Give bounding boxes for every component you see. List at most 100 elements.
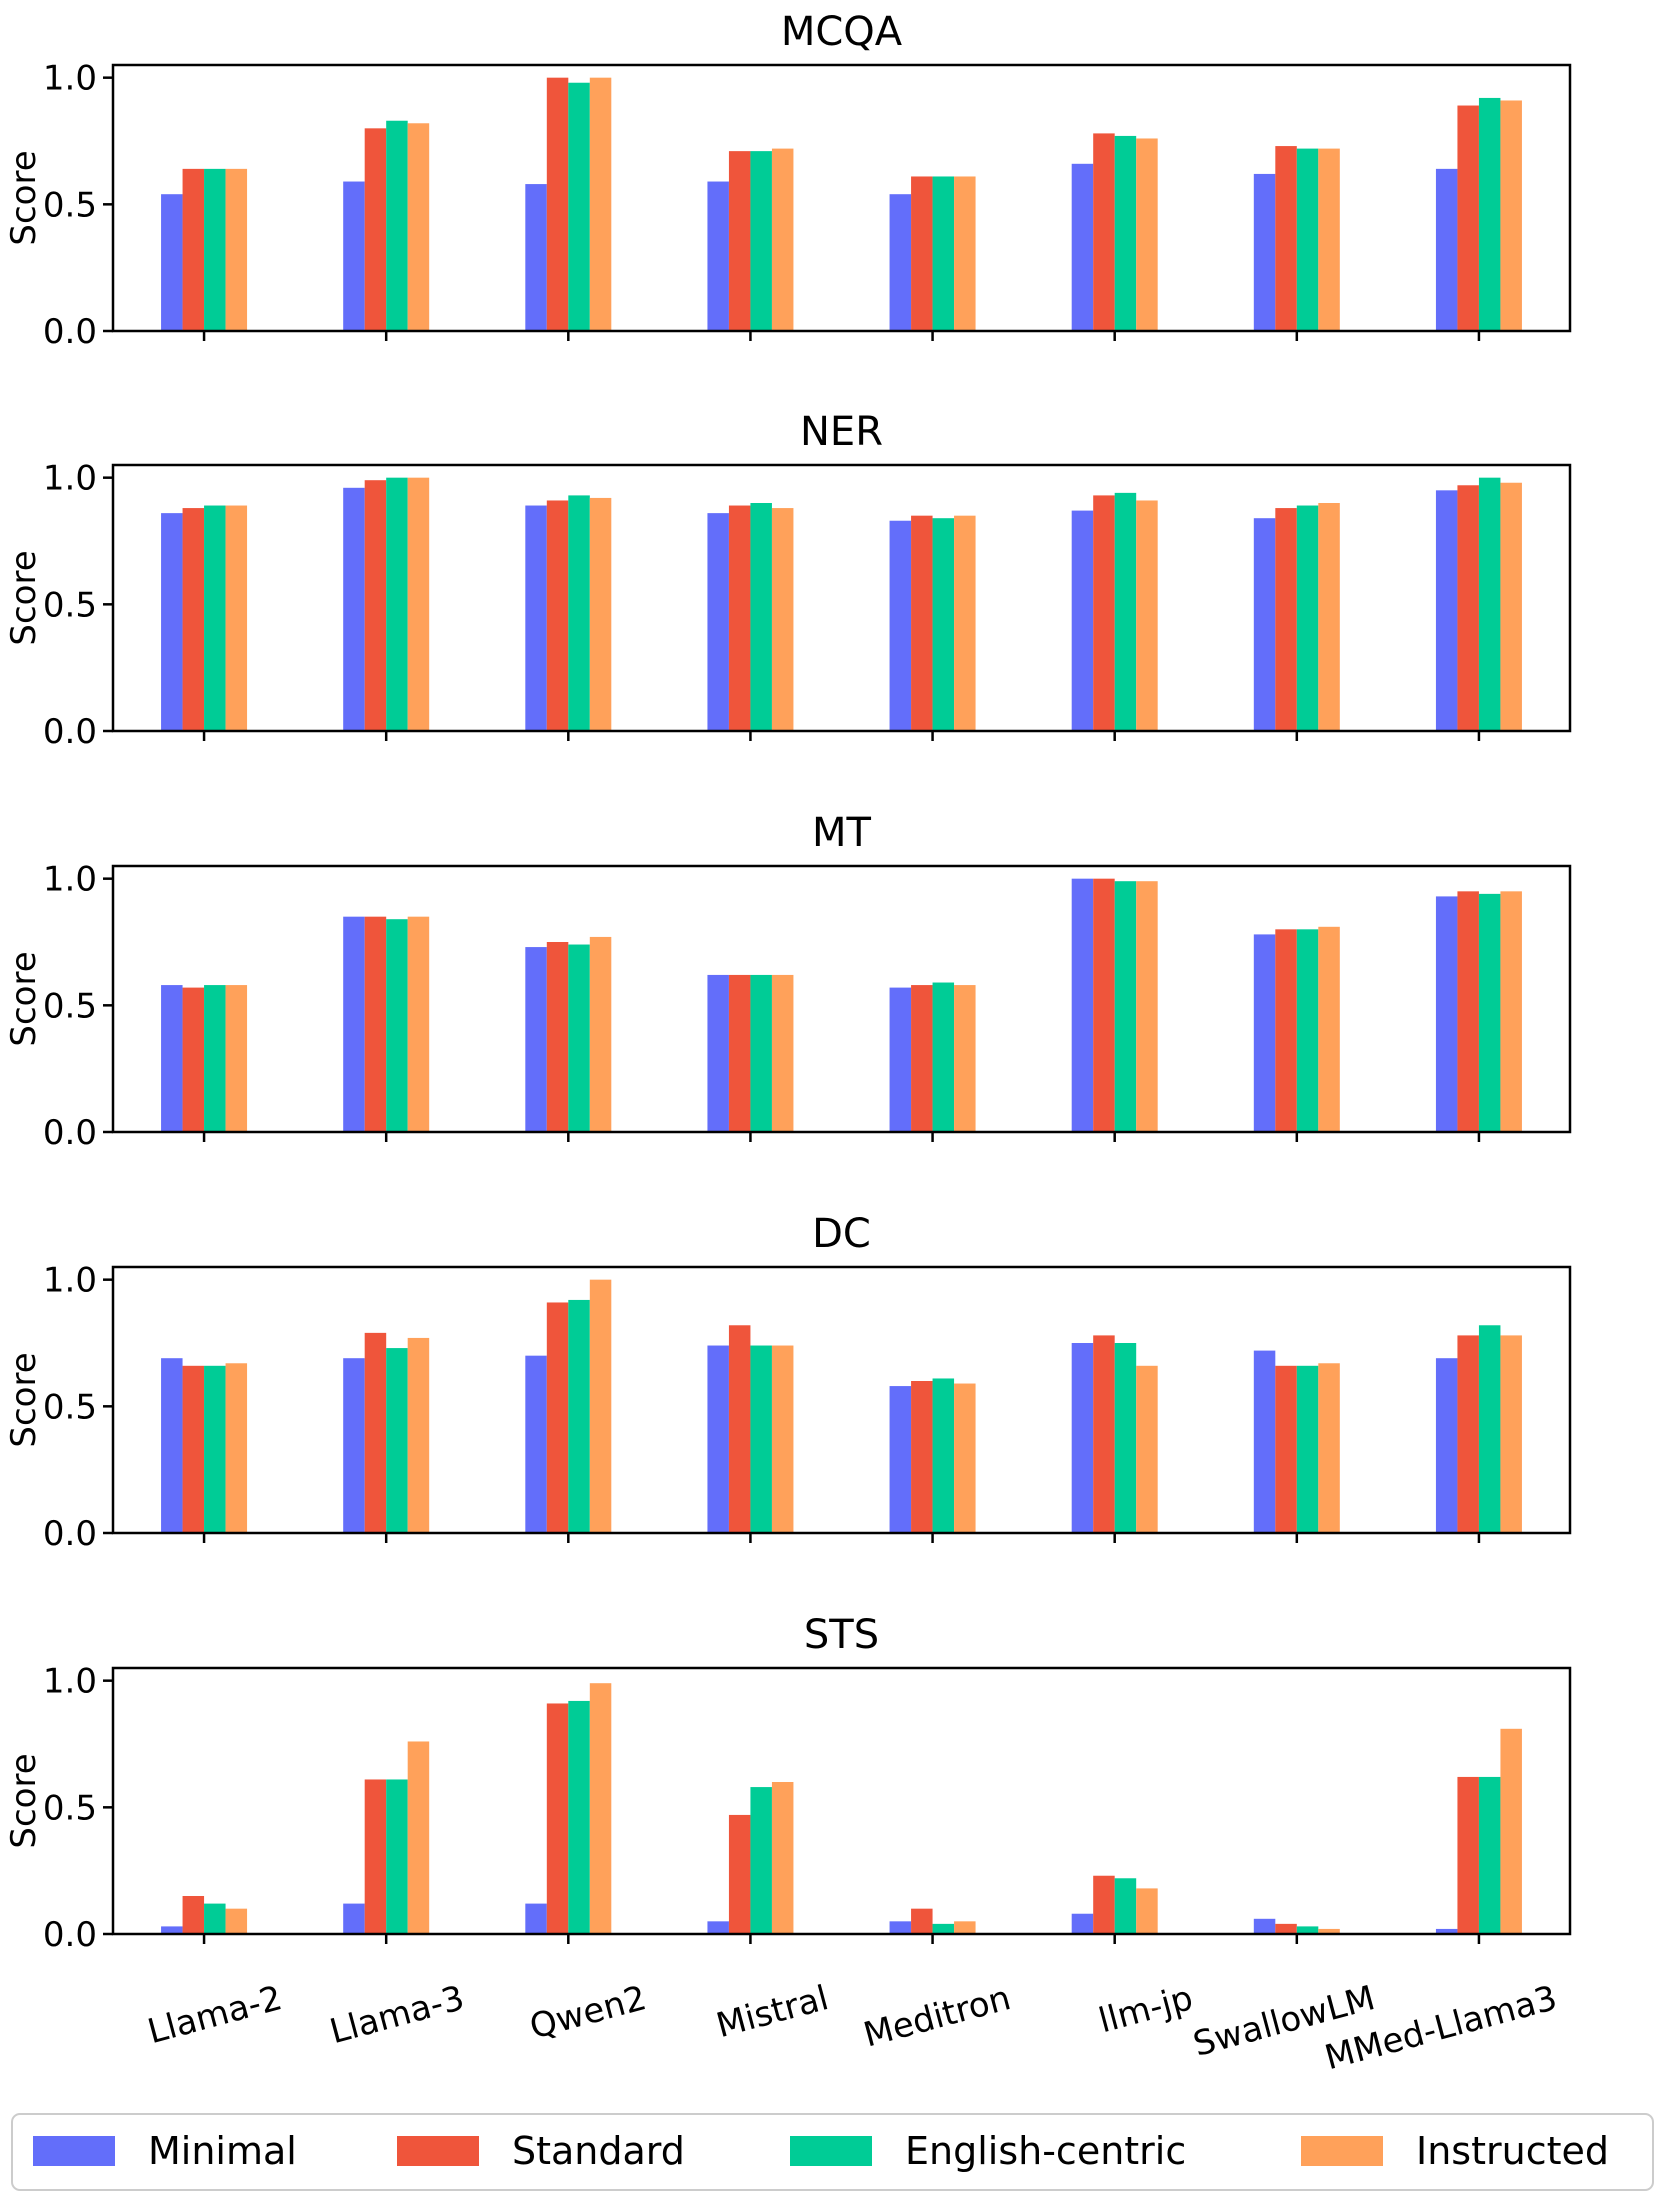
bar-mcqa-llama-2-instructed <box>225 168 248 331</box>
panel-sts: STS 0.0 0.5 1.0 Score <box>4 1612 1572 1955</box>
bar-dc-llama-3-instructed <box>407 1337 430 1533</box>
panel-dc: DC 0.0 0.5 1.0 Score <box>4 1211 1572 1554</box>
bar-dc-qwen2-minimal <box>525 1355 547 1533</box>
bar-mt-meditron-english-centric <box>932 982 955 1132</box>
bar-mcqa-llama-3-standard <box>364 128 387 331</box>
y-axis-label: Score <box>4 1352 44 1447</box>
bar-ner-meditron-instructed <box>954 515 976 731</box>
bar-dc-llama-2-minimal <box>161 1358 183 1533</box>
panel-mcqa: MCQA 0.0 0.5 1.0 Score <box>4 9 1572 352</box>
bar-mt-llama-2-instructed <box>225 985 248 1132</box>
bar-ner-llm-jp-minimal <box>1071 510 1094 731</box>
bar-mt-mmed-llama3-instructed <box>1500 891 1522 1132</box>
x-tick-label-llama-3: Llama-3 <box>326 1978 469 2052</box>
bar-mcqa-mistral-english-centric <box>750 151 772 331</box>
bar-dc-meditron-instructed <box>954 1383 976 1533</box>
bar-sts-meditron-instructed <box>954 1921 976 1934</box>
bar-sts-llama-3-instructed <box>407 1741 430 1934</box>
bar-sts-qwen2-minimal <box>525 1903 547 1934</box>
bar-dc-llm-jp-minimal <box>1071 1343 1094 1533</box>
bar-mt-qwen2-standard <box>546 942 569 1132</box>
bar-mcqa-llama-2-minimal <box>161 194 183 331</box>
y-axis-label: Score <box>4 951 44 1046</box>
bar-mcqa-llama-3-minimal <box>343 181 365 331</box>
bar-mcqa-mmed-llama3-instructed <box>1500 100 1522 331</box>
bar-dc-mistral-standard <box>728 1325 751 1533</box>
bar-ner-swallowlm-instructed <box>1318 503 1340 731</box>
bar-ner-meditron-standard <box>911 515 933 731</box>
bar-sts-llama-2-minimal <box>161 1926 183 1934</box>
bar-mcqa-qwen2-english-centric <box>568 82 590 331</box>
bar-ner-llama-3-instructed <box>407 477 430 731</box>
bar-sts-llm-jp-instructed <box>1136 1888 1158 1934</box>
bar-mcqa-llama-2-english-centric <box>204 168 226 331</box>
bar-mt-mistral-standard <box>728 974 751 1132</box>
bar-ner-llama-2-instructed <box>225 505 248 731</box>
x-tick-label-mistral: Mistral <box>712 1978 833 2046</box>
bar-dc-swallowlm-minimal <box>1253 1350 1276 1533</box>
bar-ner-swallowlm-english-centric <box>1296 505 1319 731</box>
bar-mt-meditron-instructed <box>954 985 976 1132</box>
bar-ner-qwen2-standard <box>546 500 569 731</box>
bar-sts-mmed-llama3-english-centric <box>1478 1776 1501 1934</box>
x-tick-label-meditron: Meditron <box>859 1978 1014 2056</box>
bar-mt-llama-2-standard <box>182 987 205 1132</box>
bar-mt-mistral-minimal <box>707 974 729 1132</box>
bar-mt-swallowlm-instructed <box>1318 926 1340 1132</box>
bar-mt-meditron-standard <box>911 985 933 1132</box>
bar-mt-llm-jp-english-centric <box>1114 881 1137 1132</box>
bar-mt-mistral-instructed <box>771 974 794 1132</box>
bar-sts-swallowlm-instructed <box>1318 1928 1340 1934</box>
bar-mt-meditron-minimal <box>889 987 912 1132</box>
bar-dc-llama-2-english-centric <box>204 1365 226 1533</box>
panel-mt: MT 0.0 0.5 1.0 Score <box>4 810 1572 1153</box>
bar-sts-llama-2-standard <box>182 1896 205 1934</box>
bar-sts-meditron-minimal <box>889 1921 912 1934</box>
x-tick-label-llama-2: Llama-2 <box>144 1978 287 2052</box>
legend-label: Minimal <box>148 2129 297 2173</box>
panel-ner: NER 0.0 0.5 1.0 Score <box>4 409 1572 752</box>
bar-mcqa-meditron-instructed <box>954 176 976 331</box>
bar-mcqa-llama-3-english-centric <box>386 120 408 331</box>
y-tick-label: 1.0 <box>43 1662 97 1702</box>
bar-mcqa-mmed-llama3-english-centric <box>1478 97 1501 332</box>
bar-mt-qwen2-english-centric <box>568 944 590 1132</box>
bar-mcqa-mmed-llama3-minimal <box>1435 168 1458 331</box>
axes-frame <box>111 1666 1572 1936</box>
bar-mt-llama-3-english-centric <box>386 919 408 1132</box>
y-tick-label: 0.0 <box>43 1514 97 1554</box>
bar-dc-mistral-instructed <box>771 1345 794 1533</box>
bar-ner-llama-3-english-centric <box>386 477 408 731</box>
bar-ner-mistral-standard <box>728 505 751 731</box>
legend-swatch <box>33 2136 115 2166</box>
bar-dc-qwen2-english-centric <box>568 1299 590 1533</box>
bar-ner-llm-jp-english-centric <box>1114 492 1137 731</box>
y-axis-label: Score <box>4 1753 44 1848</box>
bar-ner-mmed-llama3-instructed <box>1500 482 1522 731</box>
y-tick-label: 1.0 <box>43 1261 97 1301</box>
bar-ner-llm-jp-instructed <box>1136 500 1158 731</box>
bar-dc-swallowlm-instructed <box>1318 1363 1340 1533</box>
bar-sts-llama-2-instructed <box>225 1908 248 1934</box>
bar-dc-llama-3-standard <box>364 1332 387 1533</box>
bar-ner-meditron-minimal <box>889 520 912 731</box>
bar-dc-llm-jp-instructed <box>1136 1365 1158 1533</box>
bar-sts-qwen2-english-centric <box>568 1700 590 1934</box>
bar-mt-swallowlm-english-centric <box>1296 929 1319 1132</box>
bar-mt-qwen2-instructed <box>589 936 612 1132</box>
bar-dc-mmed-llama3-english-centric <box>1478 1325 1501 1533</box>
y-tick-label: 1.0 <box>43 459 97 499</box>
bar-ner-llama-3-standard <box>364 480 387 731</box>
bar-ner-mmed-llama3-english-centric <box>1478 477 1501 731</box>
legend-label: English-centric <box>905 2129 1186 2173</box>
bar-sts-mmed-llama3-standard <box>1457 1776 1479 1934</box>
legend: Minimal Standard English-centric Instructed <box>11 2113 1654 2191</box>
bar-sts-swallowlm-standard <box>1275 1923 1297 1934</box>
panel-title: DC <box>812 1211 871 1257</box>
y-axis-label: Score <box>4 550 44 645</box>
bar-ner-llama-3-minimal <box>343 487 365 731</box>
x-tick-label-qwen2: Qwen2 <box>526 1978 651 2047</box>
bar-ner-mistral-english-centric <box>750 503 772 731</box>
bar-ner-qwen2-minimal <box>525 505 547 731</box>
bar-mcqa-qwen2-standard <box>546 77 569 331</box>
